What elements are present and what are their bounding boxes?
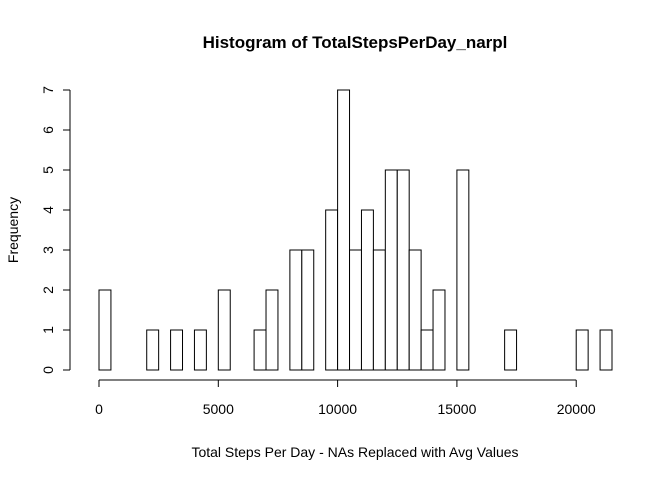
x-axis-label: Total Steps Per Day - NAs Replaced with … [191,444,518,460]
x-tick-label: 20000 [557,401,596,417]
histogram-bar [265,289,279,371]
x-tick-label: 15000 [437,401,476,417]
histogram-bar [146,329,160,371]
x-tick-label: 5000 [203,401,234,417]
y-tick-label: 7 [40,86,56,94]
x-axis: 0 5000 10000 15000 20000 [95,379,596,417]
y-tick-label: 2 [40,286,56,294]
histogram-bar [372,249,386,371]
histogram-bar [599,329,613,371]
histogram-bar [325,209,339,371]
histogram-bar [432,289,446,371]
histogram-bar [575,329,589,371]
histogram-bar [289,249,303,371]
histogram-bar [349,249,362,371]
y-tick-label: 5 [40,166,56,174]
histogram-bar [504,329,518,371]
bars-group [98,89,613,371]
x-tick-label: 10000 [318,401,357,417]
histogram-bar [193,329,207,371]
histogram-bar [337,89,351,371]
histogram-bar [384,169,398,371]
y-tick-label: 1 [40,326,56,334]
x-tick-label: 0 [95,401,103,417]
chart-title: Histogram of TotalStepsPerDay_narpl [203,33,508,52]
y-tick-label: 4 [40,206,56,214]
histogram-bar [253,329,267,371]
y-tick-label: 0 [40,366,56,374]
histogram-bar [456,169,470,371]
histogram-bar [301,249,315,371]
histogram-bar [420,329,434,371]
y-tick-label: 6 [40,126,56,134]
histogram-bar [217,289,231,371]
y-tick-label: 3 [40,246,56,254]
histogram-bar [98,289,112,371]
y-axis: 0 1 2 3 4 5 6 7 [40,86,71,374]
histogram-bar [408,249,422,371]
y-axis-label: Frequency [5,197,21,263]
histogram-bar [360,209,374,371]
histogram-bar [396,169,410,371]
histogram-bar [170,329,184,371]
